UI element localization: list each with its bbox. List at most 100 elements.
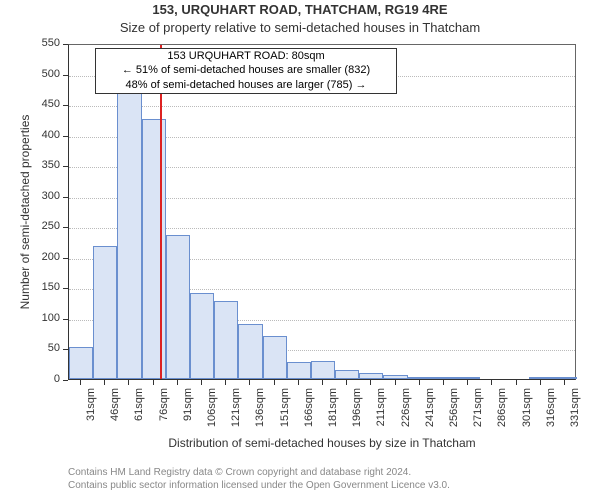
x-tick-mark <box>564 380 565 385</box>
annotation-line-2: ← 51% of semi-detached houses are smalle… <box>96 63 396 77</box>
y-tick-mark <box>63 166 68 167</box>
x-tick-label: 211sqm <box>375 388 387 438</box>
x-tick-label: 106sqm <box>206 388 218 438</box>
y-tick-mark <box>63 75 68 76</box>
grid-line <box>69 106 575 107</box>
x-tick-mark <box>370 380 371 385</box>
attribution-line-2: Contains public sector information licen… <box>68 479 450 492</box>
histogram-bar <box>529 377 553 379</box>
x-tick-label: 271sqm <box>472 388 484 438</box>
y-tick-label: 350 <box>28 159 60 171</box>
x-tick-label: 241sqm <box>424 388 436 438</box>
y-tick-label: 50 <box>28 342 60 354</box>
x-tick-mark <box>274 380 275 385</box>
x-tick-label: 316sqm <box>545 388 557 438</box>
histogram-bar <box>263 336 287 379</box>
annotation-line-1: 153 URQUHART ROAD: 80sqm <box>96 49 396 63</box>
y-tick-label: 550 <box>28 37 60 49</box>
x-tick-mark <box>128 380 129 385</box>
histogram-bar <box>553 377 577 379</box>
y-tick-label: 100 <box>28 312 60 324</box>
histogram-bar <box>117 74 141 379</box>
x-tick-mark <box>249 380 250 385</box>
chart-title-sub: Size of property relative to semi-detach… <box>0 20 600 35</box>
histogram-bar <box>238 324 262 379</box>
y-tick-mark <box>63 380 68 381</box>
histogram-bar <box>383 375 407 379</box>
chart-container: 153, URQUHART ROAD, THATCHAM, RG19 4RE S… <box>0 0 600 500</box>
x-tick-label: 91sqm <box>182 388 194 438</box>
x-tick-label: 286sqm <box>496 388 508 438</box>
y-tick-mark <box>63 105 68 106</box>
histogram-bar <box>166 235 190 379</box>
plot-area <box>68 44 576 380</box>
y-tick-label: 150 <box>28 281 60 293</box>
x-tick-mark <box>177 380 178 385</box>
attribution-line-1: Contains HM Land Registry data © Crown c… <box>68 466 450 479</box>
x-tick-mark <box>225 380 226 385</box>
x-tick-mark <box>467 380 468 385</box>
x-tick-mark <box>80 380 81 385</box>
histogram-bar <box>142 119 166 379</box>
y-tick-label: 500 <box>28 68 60 80</box>
y-axis-label: Number of semi-detached properties <box>18 44 32 380</box>
x-tick-mark <box>322 380 323 385</box>
x-tick-mark <box>201 380 202 385</box>
x-tick-mark <box>298 380 299 385</box>
y-tick-mark <box>63 44 68 45</box>
x-tick-mark <box>395 380 396 385</box>
x-tick-label: 136sqm <box>254 388 266 438</box>
histogram-bar <box>93 246 117 379</box>
y-tick-mark <box>63 319 68 320</box>
x-axis-label: Distribution of semi-detached houses by … <box>68 436 576 450</box>
x-tick-mark <box>491 380 492 385</box>
histogram-bar <box>190 293 214 379</box>
y-tick-mark <box>63 197 68 198</box>
histogram-bar <box>287 362 311 379</box>
x-tick-mark <box>540 380 541 385</box>
x-tick-label: 121sqm <box>230 388 242 438</box>
y-tick-label: 0 <box>28 373 60 385</box>
x-tick-label: 31sqm <box>85 388 97 438</box>
histogram-bar <box>432 377 456 379</box>
x-tick-mark <box>443 380 444 385</box>
annotation-line-3: 48% of semi-detached houses are larger (… <box>96 78 396 92</box>
x-tick-label: 181sqm <box>327 388 339 438</box>
x-tick-label: 256sqm <box>448 388 460 438</box>
x-tick-label: 331sqm <box>569 388 581 438</box>
x-tick-mark <box>153 380 154 385</box>
x-tick-label: 301sqm <box>521 388 533 438</box>
property-marker-line <box>160 45 162 379</box>
histogram-bar <box>335 370 359 379</box>
x-tick-mark <box>516 380 517 385</box>
y-tick-mark <box>63 349 68 350</box>
y-tick-mark <box>63 227 68 228</box>
y-tick-label: 450 <box>28 98 60 110</box>
y-tick-mark <box>63 258 68 259</box>
histogram-bar <box>359 373 383 379</box>
x-tick-label: 151sqm <box>279 388 291 438</box>
x-tick-mark <box>419 380 420 385</box>
histogram-bar <box>311 361 335 379</box>
y-tick-label: 250 <box>28 220 60 232</box>
annotation-box: 153 URQUHART ROAD: 80sqm ← 51% of semi-d… <box>95 48 397 94</box>
y-tick-label: 300 <box>28 190 60 202</box>
chart-title-main: 153, URQUHART ROAD, THATCHAM, RG19 4RE <box>0 2 600 17</box>
x-tick-label: 46sqm <box>109 388 121 438</box>
x-tick-mark <box>346 380 347 385</box>
attribution-text: Contains HM Land Registry data © Crown c… <box>68 466 450 492</box>
histogram-bar <box>408 377 432 379</box>
x-tick-label: 196sqm <box>351 388 363 438</box>
histogram-bar <box>69 347 93 379</box>
x-tick-label: 61sqm <box>133 388 145 438</box>
x-tick-mark <box>104 380 105 385</box>
x-tick-label: 166sqm <box>303 388 315 438</box>
y-tick-label: 400 <box>28 129 60 141</box>
x-tick-label: 226sqm <box>400 388 412 438</box>
y-tick-label: 200 <box>28 251 60 263</box>
histogram-bar <box>214 301 238 379</box>
y-tick-mark <box>63 136 68 137</box>
histogram-bar <box>456 377 480 379</box>
x-tick-label: 76sqm <box>158 388 170 438</box>
y-tick-mark <box>63 288 68 289</box>
